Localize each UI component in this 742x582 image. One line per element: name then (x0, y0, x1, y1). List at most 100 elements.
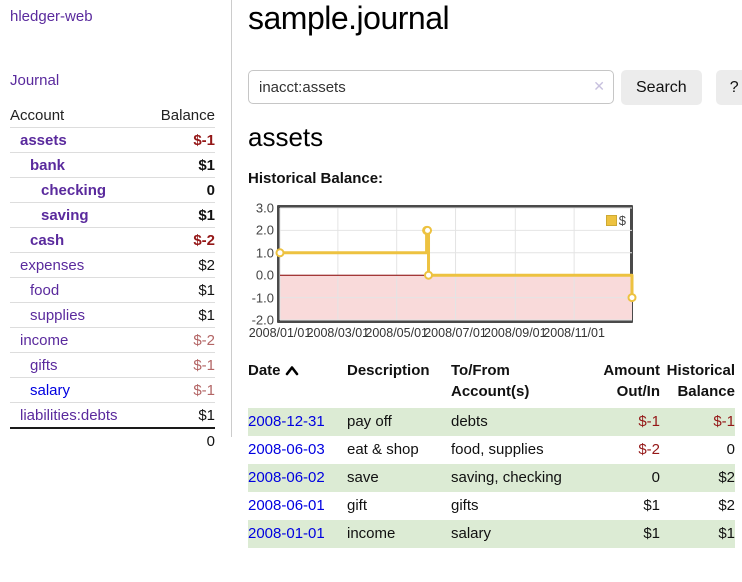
x-tick-label: 2008/09/01 (484, 326, 547, 340)
help-button[interactable]: ? (715, 70, 742, 105)
transaction-amount: $1 (643, 525, 660, 542)
account-balance: $-1 (146, 377, 215, 403)
account-balance: $1 (146, 302, 215, 328)
register-table-wrap: Date Description To/From Account(s) Amou… (248, 358, 735, 548)
account-balance: $2 (146, 252, 215, 278)
account-link-checking[interactable]: checking (41, 182, 107, 199)
sidebar: hledger-web Journal Account Balance asse… (0, 0, 232, 453)
clear-search-icon[interactable]: ✕ (593, 78, 605, 94)
balance-chart: 3.0 2.0 1.0 0.0 -1.0 -2.0 $ 2008/01/01 2008/03… (248, 201, 734, 347)
transaction-amount: 0 (651, 469, 660, 486)
transaction-date-link[interactable]: 2008-06-02 (248, 469, 325, 486)
accounts-total-row: 0 (10, 427, 215, 453)
y-tick-label: -2.0 (251, 312, 274, 328)
y-tick-label: 0.0 (255, 267, 274, 283)
account-balance: $1 (146, 152, 215, 178)
transaction-description: income (347, 525, 396, 542)
x-tick-label: 2008/11/01 (543, 326, 605, 340)
accounts-header-account: Account (10, 107, 65, 124)
accounts-header-balance: Balance (160, 107, 215, 124)
search-form: ✕ Search ? (248, 70, 742, 105)
account-balance: $-1 (146, 352, 215, 378)
transaction-description: eat & shop (347, 441, 419, 458)
account-row-assets: assets $-1 (10, 127, 215, 153)
page-title: sample.journal (248, 0, 450, 36)
transaction-balance: $-1 (713, 413, 735, 430)
y-tick-label: 3.0 (255, 200, 274, 216)
account-row-gifts: gifts $-1 (10, 352, 215, 378)
account-link-saving[interactable]: saving (41, 207, 89, 224)
account-row-supplies: supplies $1 (10, 302, 215, 328)
account-balance: $1 (146, 202, 215, 228)
transaction-amount: $-2 (638, 441, 660, 458)
account-balance: 0 (146, 177, 215, 203)
transaction-amount: $-1 (638, 413, 660, 430)
chart-x-labels: 2008/01/01 2008/03/01 2008/05/01 2008/07/01… (248, 326, 734, 344)
x-tick-label: 2008/03/01 (306, 326, 370, 340)
y-tick-label: -1.0 (251, 290, 274, 306)
transaction-accounts: debts (451, 413, 488, 430)
account-link-food[interactable]: food (30, 282, 60, 299)
account-link-bank[interactable]: bank (30, 157, 66, 174)
chart-y-labels: 3.0 2.0 1.0 0.0 -1.0 -2.0 (248, 201, 274, 328)
account-link-expenses[interactable]: expenses (20, 257, 85, 274)
register-header-amount[interactable]: Amount Out/In (603, 362, 660, 400)
app-brand-link[interactable]: hledger-web (10, 8, 93, 25)
register-header-description[interactable]: Description (347, 362, 430, 379)
account-balance: $-2 (146, 227, 215, 253)
legend-swatch-icon (605, 215, 617, 226)
account-row-checking: checking 0 (10, 177, 215, 203)
register-header-row: Date Description To/From Account(s) Amou… (248, 358, 735, 408)
register-header-accounts[interactable]: To/From Account(s) (451, 362, 530, 400)
transaction-date-link[interactable]: 2008-06-03 (248, 441, 325, 458)
transaction-accounts: gifts (451, 497, 479, 514)
transaction-balance: $1 (718, 525, 735, 542)
transaction-description: gift (347, 497, 368, 514)
register-header-balance[interactable]: Historical Balance (666, 362, 735, 400)
account-link-supplies[interactable]: supplies (30, 307, 86, 324)
accounts-total-value: 0 (146, 427, 215, 453)
transaction-date-link[interactable]: 2008-12-31 (248, 413, 325, 430)
account-heading: assets (248, 122, 324, 152)
sidebar-item-journal[interactable]: Journal (10, 72, 60, 89)
legend-label: $ (618, 213, 626, 228)
account-row-expenses: expenses $2 (10, 252, 215, 278)
chart-legend: $ (605, 213, 626, 228)
account-row-saving: saving $1 (10, 202, 215, 228)
transaction-accounts: saving, checking (451, 469, 562, 486)
account-link-assets[interactable]: assets (20, 132, 67, 149)
accounts-table: Account Balance assets $-1 bank $1 check… (10, 103, 215, 453)
account-link-liabilities-debts[interactable]: liabilities:debts (20, 407, 118, 424)
register-row: 2008-06-03 eat & shop food, supplies $-2… (248, 436, 735, 464)
account-balance: $1 (146, 277, 215, 303)
transaction-description: pay off (347, 413, 392, 430)
transaction-date-link[interactable]: 2008-06-01 (248, 497, 325, 514)
transaction-description: save (347, 469, 379, 486)
account-link-salary[interactable]: salary (30, 382, 71, 399)
account-row-bank: bank $1 (10, 152, 215, 178)
transaction-accounts: salary (451, 525, 492, 542)
search-input[interactable] (248, 70, 614, 104)
transaction-balance: 0 (726, 441, 735, 458)
transaction-balance: $2 (718, 469, 735, 486)
transaction-balance: $2 (718, 497, 735, 514)
register-row: 2008-06-01 gift gifts $1 $2 (248, 492, 735, 520)
register-header-date[interactable]: Date (248, 358, 347, 408)
account-link-gifts[interactable]: gifts (30, 357, 58, 374)
chart-heading: Historical Balance: (248, 170, 384, 187)
account-row-cash: cash $-2 (10, 227, 215, 253)
register-row: 2008-06-02 save saving, checking 0 $2 (248, 464, 735, 492)
y-tick-label: 1.0 (255, 245, 274, 261)
register-row: 2008-12-31 pay off debts $-1 $-1 (248, 408, 735, 436)
account-link-income[interactable]: income (20, 332, 69, 349)
account-link-cash[interactable]: cash (30, 232, 65, 249)
x-tick-label: 2008/05/01 (365, 326, 428, 340)
register-row: 2008-01-01 income salary $1 $1 (248, 520, 735, 548)
account-row-liabilities-debts: liabilities:debts $1 (10, 402, 215, 428)
account-balance: $-2 (146, 327, 215, 353)
transaction-date-link[interactable]: 2008-01-01 (248, 525, 325, 542)
search-button[interactable]: Search (621, 70, 702, 105)
chart-plot: $ (275, 205, 637, 323)
x-tick-label: 2008/07/01 (424, 326, 487, 340)
